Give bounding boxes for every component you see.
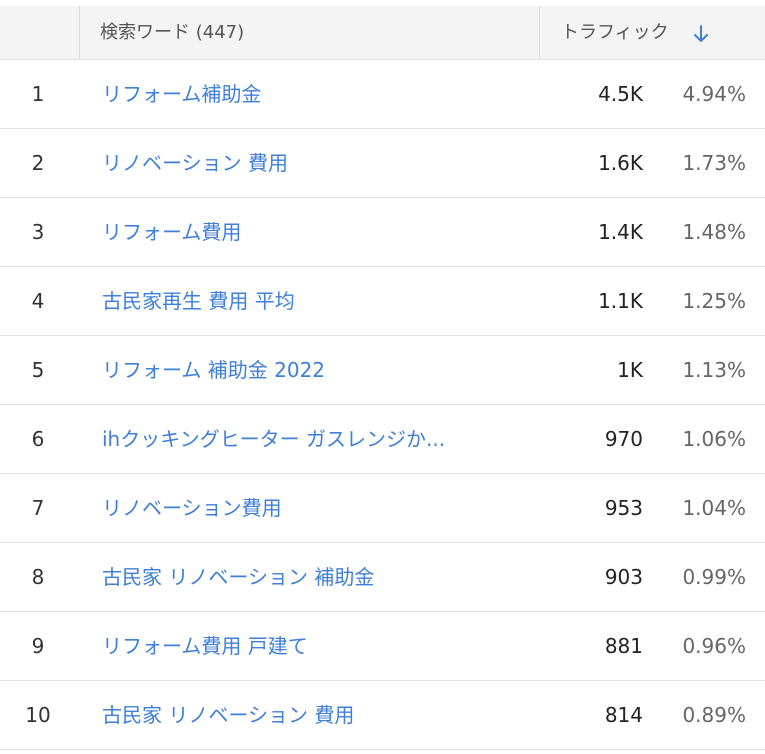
table-row[interactable]: 6 ihクッキングヒーター ガスレンジか... 970 1.06%: [0, 405, 765, 474]
row-rank: 6: [31, 427, 45, 451]
traffic-column-label: トラフィック: [561, 22, 669, 43]
table-header: 検索ワード (447) トラフィック: [0, 6, 765, 60]
table-row[interactable]: 8 古民家 リノベーション 補助金 903 0.99%: [0, 543, 765, 612]
traffic-value: 4.5K: [598, 82, 643, 106]
keyword-column-header[interactable]: 検索ワード (447): [100, 6, 244, 59]
keyword-link[interactable]: リノベーション 費用: [102, 151, 288, 175]
table-row[interactable]: 2 リノベーション 費用 1.6K 1.73%: [0, 129, 765, 198]
traffic-value: 1.1K: [598, 289, 643, 313]
arrow-down-icon[interactable]: [691, 24, 711, 44]
traffic-value: 953: [604, 496, 643, 520]
traffic-value: 1.4K: [598, 220, 643, 244]
traffic-share: 4.94%: [682, 82, 746, 106]
traffic-value: 1.6K: [598, 151, 643, 175]
traffic-value: 1K: [617, 358, 643, 382]
traffic-share: 1.04%: [682, 496, 746, 520]
table-row[interactable]: 10 古民家 リノベーション 費用 814 0.89%: [0, 681, 765, 750]
traffic-share: 0.89%: [682, 703, 746, 727]
keyword-link[interactable]: リフォーム費用 戸建て: [102, 634, 308, 658]
traffic-value: 881: [604, 634, 643, 658]
row-rank: 10: [25, 703, 51, 727]
keyword-link[interactable]: ihクッキングヒーター ガスレンジか...: [102, 427, 446, 451]
traffic-value: 814: [604, 703, 643, 727]
table-body: 1 リフォーム補助金 4.5K 4.94% 2 リノベーション 費用 1.6K 1.73% 3 リ…: [0, 60, 765, 750]
traffic-share: 1.73%: [682, 151, 746, 175]
table-row[interactable]: 5 リフォーム 補助金 2022 1K 1.13%: [0, 336, 765, 405]
keyword-link[interactable]: 古民家再生 費用 平均: [102, 289, 295, 313]
keyword-link[interactable]: リフォーム補助金: [102, 82, 262, 106]
column-divider: [539, 6, 540, 59]
traffic-share: 0.96%: [682, 634, 746, 658]
row-rank: 3: [31, 220, 45, 244]
row-rank: 2: [31, 151, 45, 175]
table-row[interactable]: 9 リフォーム費用 戸建て 881 0.96%: [0, 612, 765, 681]
table-row[interactable]: 1 リフォーム補助金 4.5K 4.94%: [0, 60, 765, 129]
keyword-link[interactable]: リフォーム費用: [102, 220, 242, 244]
keyword-link[interactable]: 古民家 リノベーション 補助金: [102, 565, 375, 589]
traffic-share: 1.25%: [682, 289, 746, 313]
row-rank: 1: [31, 82, 45, 106]
keyword-column-label: 検索ワード: [100, 22, 190, 43]
table-row[interactable]: 4 古民家再生 費用 平均 1.1K 1.25%: [0, 267, 765, 336]
keyword-link[interactable]: リフォーム 補助金 2022: [102, 358, 326, 382]
row-rank: 7: [31, 496, 45, 520]
traffic-share: 1.13%: [682, 358, 746, 382]
table-row[interactable]: 3 リフォーム費用 1.4K 1.48%: [0, 198, 765, 267]
traffic-share: 1.48%: [682, 220, 746, 244]
traffic-column-header[interactable]: トラフィック: [561, 6, 669, 59]
rank-column-header: [0, 6, 80, 59]
row-rank: 8: [31, 565, 45, 589]
traffic-share: 0.99%: [682, 565, 746, 589]
traffic-value: 970: [604, 427, 643, 451]
row-rank: 5: [31, 358, 45, 382]
keyword-link[interactable]: リノベーション費用: [102, 496, 282, 520]
keyword-link[interactable]: 古民家 リノベーション 費用: [102, 703, 355, 727]
table-row[interactable]: 7 リノベーション費用 953 1.04%: [0, 474, 765, 543]
keyword-count: (447): [195, 22, 245, 43]
traffic-share: 1.06%: [682, 427, 746, 451]
row-rank: 4: [31, 289, 45, 313]
row-rank: 9: [31, 634, 45, 658]
traffic-value: 903: [604, 565, 643, 589]
